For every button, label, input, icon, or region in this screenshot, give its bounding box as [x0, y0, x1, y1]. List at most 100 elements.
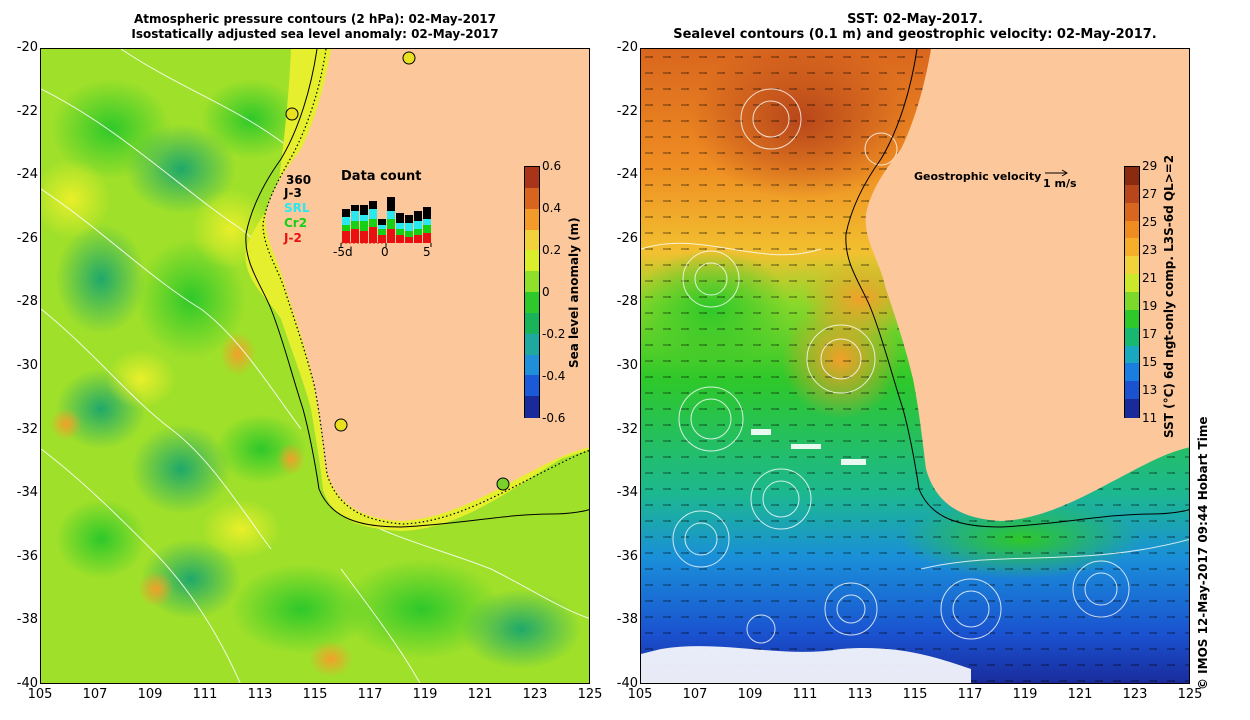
colorbar-swatch [525, 208, 539, 231]
colorbar-tick-label: 0.4 [542, 201, 562, 215]
data-count-bar-segment [369, 209, 377, 219]
colorbar-tick-label: 15 [1142, 355, 1158, 369]
data-count-bar-segment [387, 219, 395, 229]
data-count-bar-segment [396, 229, 404, 235]
data-count-bar-segment [342, 231, 350, 243]
y-tick-label: -32 [616, 421, 638, 437]
x-tick-label: 115 [302, 687, 328, 702]
velocity-legend-label: Geostrophic velocity [914, 170, 1042, 183]
mission-j2: J-2 [284, 231, 302, 245]
data-count-bar-segment [414, 229, 422, 235]
data-count-bar-segment [378, 229, 386, 235]
y-tick-label: -20 [616, 40, 638, 55]
colorbar-swatch [1125, 363, 1139, 383]
data-count-bar-segment [423, 219, 431, 225]
data-count-bar-segment [369, 219, 377, 227]
data-count-bar-segment [378, 225, 386, 229]
inset-xtick-5: 5 [423, 245, 431, 259]
colorbar-swatch [1125, 309, 1139, 329]
x-tick-label: 111 [792, 687, 818, 702]
colorbar-tick-label: 17 [1142, 327, 1158, 341]
y-tick-label: -36 [616, 548, 638, 564]
x-tick-label: 115 [902, 687, 928, 702]
y-tick-label: -22 [16, 103, 38, 119]
data-count-inset [340, 197, 432, 247]
x-tick-label: 107 [682, 687, 708, 702]
colorbar-swatch [525, 396, 539, 419]
sea-level-anomaly-svg [41, 49, 589, 683]
inset-xtick-0: 0 [381, 245, 389, 259]
colorbar-swatch [525, 229, 539, 252]
tide-gauge-marker [334, 418, 348, 432]
x-tick-label: 125 [577, 687, 603, 702]
x-tick-label: 111 [192, 687, 218, 702]
right-title-line1: SST: 02-May-2017. [847, 12, 983, 27]
data-count-bar-segment [396, 213, 404, 223]
inset-xtick-neg5: -5d [333, 245, 353, 259]
y-tick-label: -34 [16, 485, 38, 501]
tide-gauge-marker [285, 107, 299, 121]
data-count-bar-segment [396, 235, 404, 243]
x-tick-label: 107 [82, 687, 108, 702]
data-count-bar-segment [423, 233, 431, 243]
data-count-bar-segment [414, 221, 422, 229]
right-title-line2: Sealevel contours (0.1 m) and geostrophi… [673, 27, 1157, 42]
y-tick-label: -24 [16, 167, 38, 183]
y-tick-label: -28 [616, 294, 638, 310]
sea-level-anomaly-map: 360 Data count J-3 SRL Cr2 J-2 -5d 0 5 [40, 48, 590, 684]
data-count-bar-segment [369, 201, 377, 209]
colorbar-swatch [525, 312, 539, 335]
tide-gauge-marker [402, 51, 416, 65]
sla-colorbar [524, 166, 540, 419]
colorbar-swatch [1125, 327, 1139, 347]
colorbar-tick-label: 0.6 [542, 159, 562, 173]
colorbar-swatch [1125, 238, 1139, 258]
y-tick-label: -38 [16, 612, 38, 628]
data-count-bar-segment [360, 231, 368, 243]
colorbar-swatch [1125, 167, 1139, 187]
colorbar-swatch [525, 292, 539, 315]
x-tick-label: 109 [737, 687, 763, 702]
sst-svg [641, 49, 1189, 683]
x-tick-label: 123 [522, 687, 548, 702]
mission-srl: SRL [284, 201, 310, 215]
data-count-bar-segment [387, 211, 395, 219]
data-count-bar-segment [378, 219, 386, 225]
y-tick-label: -26 [16, 230, 38, 246]
y-tick-label: -20 [16, 40, 38, 55]
colorbar-swatch [1125, 345, 1139, 365]
y-tick-label: -34 [616, 485, 638, 501]
sealevel-contours [641, 88, 1189, 644]
colorbar-swatch [525, 354, 539, 377]
mission-cr2: Cr2 [284, 216, 308, 230]
colorbar-swatch [1125, 399, 1139, 419]
colorbar-tick-label: 11 [1142, 411, 1158, 425]
x-tick-label: 109 [137, 687, 163, 702]
colorbar-swatch [1125, 292, 1139, 312]
x-tick-label: 121 [1067, 687, 1093, 702]
data-count-bar-segment [405, 223, 413, 231]
data-count-bar-segment [405, 237, 413, 243]
colorbar-tick-label: 13 [1142, 383, 1158, 397]
colorbar-tick-label: 0.2 [542, 243, 562, 257]
data-count-bar-segment [423, 225, 431, 233]
colorbar-swatch [525, 167, 539, 190]
colorbar-tick-label: 29 [1142, 159, 1158, 173]
data-count-bar-segment [342, 225, 350, 231]
data-count-bar-segment [351, 211, 359, 221]
data-count-bar-segment [405, 231, 413, 237]
x-tick-label: 121 [467, 687, 493, 702]
colorbar-tick-label: -0.4 [542, 369, 566, 383]
data-count-bar-segment [360, 205, 368, 215]
anomaly-blobs [41, 79, 581, 677]
colorbar-tick-label: -0.6 [542, 411, 566, 425]
land-mass [265, 49, 589, 521]
left-title-line2: Isostatically adjusted sea level anomaly… [131, 27, 499, 41]
data-count-bar-segment [414, 235, 422, 243]
data-count-bar-segment [369, 227, 377, 243]
data-count-bar-segment [360, 215, 368, 221]
y-tick-label: -24 [616, 167, 638, 183]
colorbar-swatch [1125, 220, 1139, 240]
coastline-dotted [262, 49, 589, 525]
right-panel-title: SST: 02-May-2017. Sealevel contours (0.1… [640, 12, 1190, 42]
